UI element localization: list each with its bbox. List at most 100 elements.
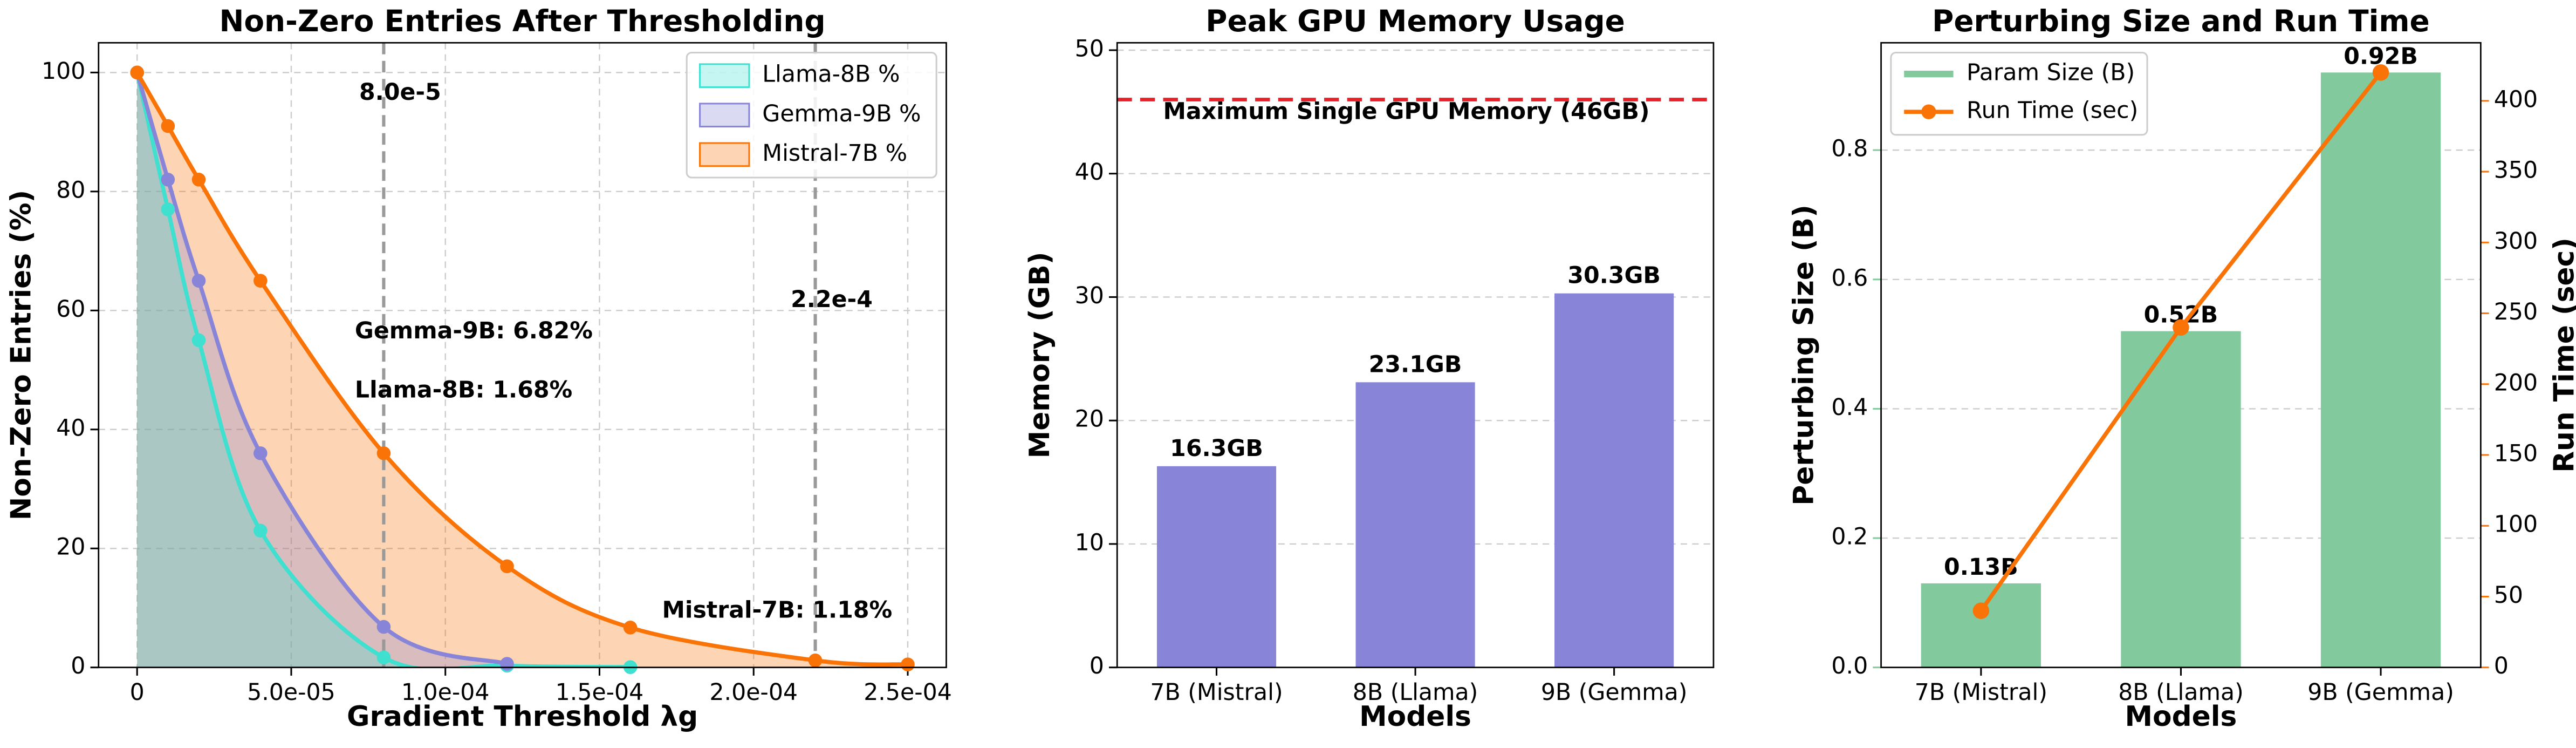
series-line	[135, 71, 908, 667]
data-point	[191, 274, 206, 288]
y-tick-label: 0.2	[1831, 523, 1868, 550]
x-tick-label: 7B (Mistral)	[1150, 679, 1283, 706]
value-label: 23.1GB	[1369, 351, 1462, 378]
y-tick-label: 50	[1075, 35, 1104, 62]
chart-title: Perturbing Size and Run Time	[1932, 4, 2430, 38]
annotation: Llama-8B: 1.68%	[355, 376, 572, 403]
bar	[1921, 583, 2041, 668]
x-tick-label: 8B (Llama)	[2118, 679, 2244, 706]
data-point	[1972, 602, 1990, 619]
y2-axis-label: Run Time (sec)	[2548, 237, 2576, 473]
x-tick-label: 7B (Mistral)	[1915, 679, 2047, 706]
data-point	[254, 446, 268, 460]
bar	[2121, 331, 2241, 668]
bar	[1355, 382, 1475, 668]
y-tick-label: 40	[56, 414, 85, 441]
data-point	[500, 657, 514, 671]
y2-tick-label: 0	[2494, 652, 2509, 679]
axes-frame	[1116, 42, 1715, 669]
y2-tick-label: 400	[2494, 86, 2538, 113]
y-axis-label: Non-Zero Entries (%)	[5, 190, 38, 520]
y-tick-label: 0	[71, 652, 85, 679]
y-tick-label: 80	[56, 176, 85, 203]
legend-label: Gemma-9B %	[762, 100, 921, 127]
axes-frame	[98, 42, 947, 669]
x-tick-label: 0	[130, 679, 145, 706]
x-tick-label: 5.0e-05	[247, 679, 335, 706]
value-label: 16.3GB	[1170, 435, 1263, 462]
y-tick-label: 100	[42, 58, 85, 85]
data-point	[191, 172, 206, 187]
data-point	[254, 523, 268, 538]
y-tick-label: 0.8	[1831, 135, 1868, 162]
legend-swatch	[699, 142, 750, 167]
data-point	[254, 274, 268, 288]
legend-box	[1890, 52, 2148, 136]
y2-tick-label: 50	[2494, 582, 2523, 609]
y-axis-label: Memory (GB)	[1024, 252, 1056, 459]
y-tick-label: 20	[56, 534, 85, 561]
x-axis-label: Gradient Threshold λg	[347, 701, 698, 733]
x-tick-label: 9B (Gemma)	[2307, 679, 2454, 706]
legend-label: Llama-8B %	[762, 61, 900, 88]
y-tick-label: 20	[1075, 406, 1104, 433]
data-point	[161, 119, 175, 133]
y2-tick-label: 300	[2494, 228, 2538, 255]
x-tick-label: 1.5e-04	[556, 679, 644, 706]
y2-tick-label: 200	[2494, 369, 2538, 396]
y-tick-label: 60	[56, 296, 85, 323]
x-tick-label: 9B (Gemma)	[1541, 679, 1688, 706]
data-point	[161, 172, 175, 187]
chart-title: Non-Zero Entries After Thresholding	[220, 4, 826, 38]
y-tick-label: 0.0	[1831, 652, 1868, 679]
y-tick-label: 0	[1090, 652, 1104, 679]
data-point	[2173, 319, 2189, 336]
bar	[1156, 466, 1277, 668]
y-tick-label: 30	[1075, 282, 1104, 309]
data-point	[623, 621, 638, 635]
x-tick-label: 2.5e-04	[864, 679, 952, 706]
y-tick-label: 0.4	[1831, 394, 1868, 421]
data-point	[161, 202, 175, 216]
value-label: 30.3GB	[1567, 262, 1661, 289]
data-point	[500, 559, 514, 574]
data-point	[376, 650, 391, 664]
annotation: Gemma-9B: 6.82%	[355, 317, 593, 344]
y2-tick-label: 350	[2494, 157, 2538, 184]
chart-title: Peak GPU Memory Usage	[1205, 4, 1625, 38]
x-tick-label: 1.0e-04	[401, 679, 490, 706]
x-tick-label: 2.0e-04	[709, 679, 798, 706]
bar	[1554, 293, 1674, 668]
y2-tick-label: 250	[2494, 298, 2538, 325]
y-tick-label: 40	[1075, 159, 1104, 186]
legend-label: Run Time (sec)	[1967, 97, 2138, 124]
x-axis-label: Models	[1359, 701, 1471, 733]
legend-label: Mistral-7B %	[762, 140, 907, 167]
reference-label: 8.0e-5	[359, 79, 441, 106]
legend-label: Param Size (B)	[1967, 59, 2135, 86]
data-point	[376, 446, 391, 460]
annotation: Mistral-7B: 1.18%	[662, 597, 893, 624]
area-fill	[137, 72, 631, 668]
data-point	[2372, 64, 2389, 81]
x-tick-label: 8B (Llama)	[1353, 679, 1478, 706]
data-point	[901, 657, 915, 671]
area-fill	[137, 72, 508, 668]
y2-tick-label: 150	[2494, 440, 2538, 467]
legend-swatch	[699, 103, 750, 128]
reference-label: 2.2e-4	[791, 286, 873, 313]
y-tick-label: 0.6	[1831, 264, 1868, 291]
axes-frame	[1880, 42, 2482, 669]
data-point	[808, 653, 823, 668]
legend-marker	[1921, 104, 1936, 119]
bar	[2320, 72, 2441, 668]
data-point	[191, 333, 206, 348]
x-axis-label: Models	[2125, 701, 2237, 733]
data-point	[130, 65, 144, 80]
legend-swatch	[699, 63, 750, 89]
reference-label: Maximum Single GPU Memory (46GB)	[1163, 98, 1650, 125]
y2-tick-label: 100	[2494, 511, 2538, 538]
data-point	[376, 620, 391, 634]
